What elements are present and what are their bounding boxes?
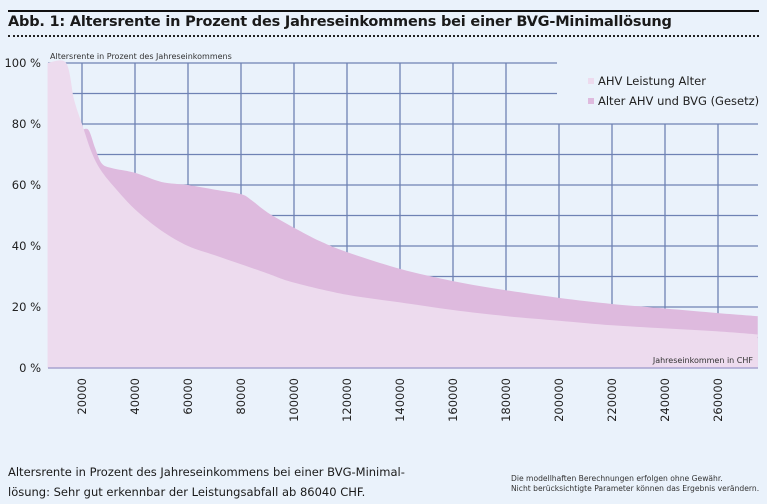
x-tick-label: 60000 xyxy=(181,378,195,415)
title-top-rule xyxy=(8,10,759,12)
title-dotted-rule xyxy=(8,35,759,37)
x-tick-label: 260000 xyxy=(711,378,725,422)
y-tick-label: 60 % xyxy=(12,178,41,192)
x-tick-label: 120000 xyxy=(340,378,354,422)
area-series-ahv xyxy=(47,60,758,368)
y-tick-label: 20 % xyxy=(12,300,41,314)
x-tick-label: 80000 xyxy=(234,378,248,415)
y-tick-label: 0 % xyxy=(19,361,41,375)
figure-title: Abb. 1: Altersrente in Prozent des Jahre… xyxy=(8,14,672,30)
x-tick-label: 220000 xyxy=(605,378,619,422)
disclaimer: Die modellhaften Berechnungen erfolgen o… xyxy=(511,474,759,494)
caption-line-1: Altersrente in Prozent des Jahreseinkomm… xyxy=(8,465,405,479)
chart: Altersrente in Prozent des Jahreseinkomm… xyxy=(4,52,759,422)
x-tick-label: 240000 xyxy=(658,378,672,422)
y-tick-label: 100 % xyxy=(4,56,41,70)
x-axis-label: Jahreseinkommen in CHF xyxy=(652,356,754,365)
x-tick-label: 40000 xyxy=(128,378,142,415)
legend-label-bvg: Alter AHV und BVG (Gesetz) xyxy=(598,94,759,108)
disclaimer-line-2: Nicht berücksichtigte Parameter können d… xyxy=(511,484,760,493)
legend: AHV Leistung Alter Alter AHV und BVG (Ge… xyxy=(588,74,759,108)
x-tick-label: 160000 xyxy=(446,378,460,422)
disclaimer-line-1: Die modellhaften Berechnungen erfolgen o… xyxy=(511,474,723,483)
x-tick-label: 20000 xyxy=(75,378,89,415)
caption-line-2: lösung: Sehr gut erkennbar der Leistungs… xyxy=(8,485,366,499)
x-tick-label: 200000 xyxy=(552,378,566,422)
legend-swatch-ahv xyxy=(588,78,594,84)
y-tick-label: 40 % xyxy=(12,239,41,253)
y-tick-label: 80 % xyxy=(12,117,41,131)
legend-label-ahv: AHV Leistung Alter xyxy=(598,74,706,88)
x-tick-label: 180000 xyxy=(499,378,513,422)
x-tick-label: 100000 xyxy=(287,378,301,422)
x-tick-label: 140000 xyxy=(393,378,407,422)
y-axis-label: Altersrente in Prozent des Jahreseinkomm… xyxy=(50,52,232,61)
figure-caption: Altersrente in Prozent des Jahreseinkomm… xyxy=(8,462,408,502)
legend-swatch-bvg xyxy=(588,98,594,104)
